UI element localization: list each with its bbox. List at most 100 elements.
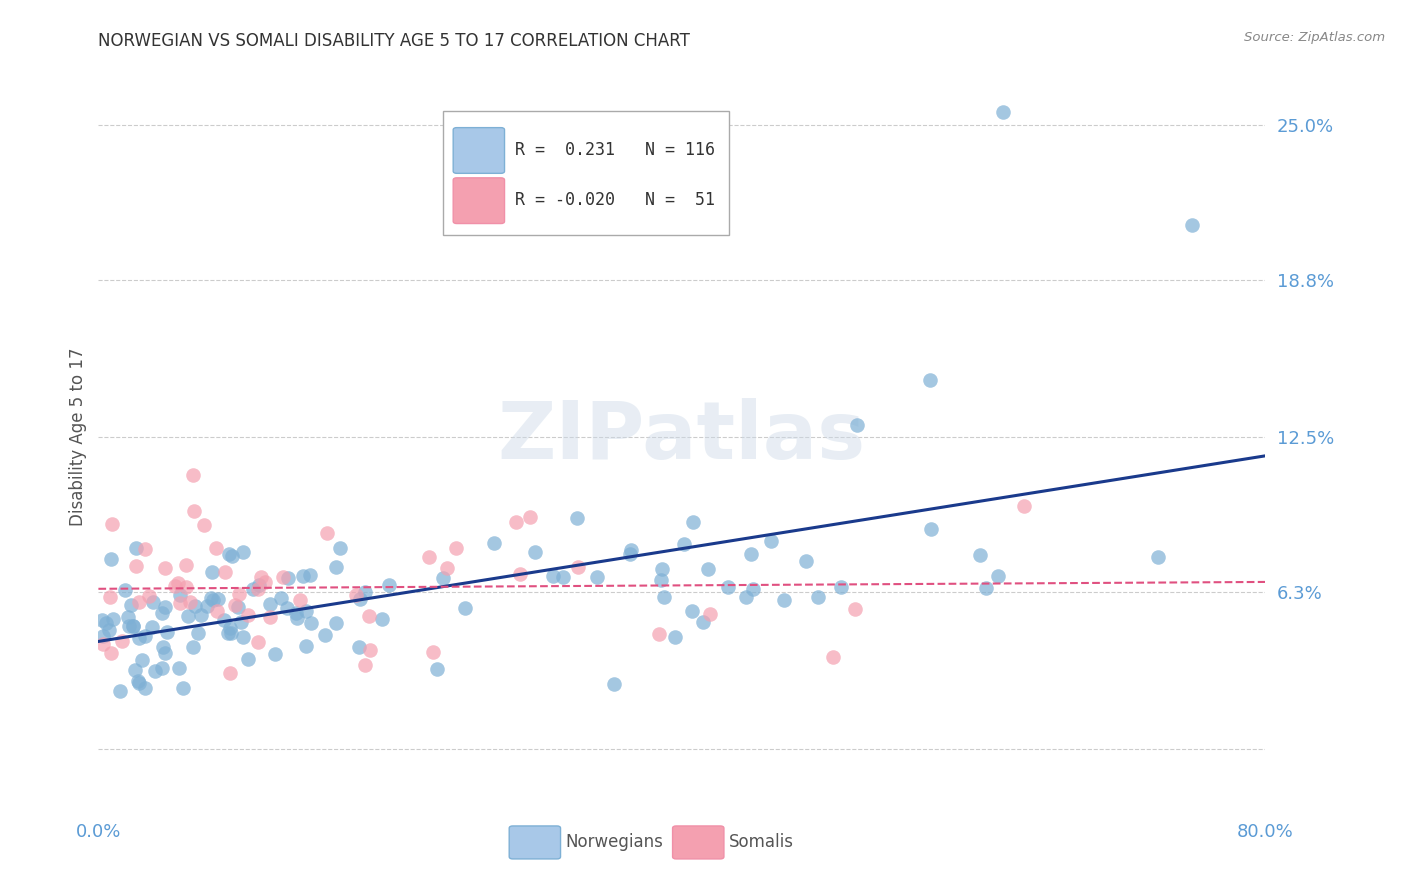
Point	[134, 541, 156, 556]
FancyBboxPatch shape	[672, 826, 724, 859]
Point	[325, 615, 347, 630]
Point	[101, 612, 124, 626]
Point	[232, 630, 254, 644]
Point	[672, 537, 695, 551]
Point	[974, 581, 997, 595]
Point	[153, 646, 176, 660]
Point	[699, 607, 721, 621]
Point	[124, 663, 146, 677]
Point	[354, 658, 377, 673]
Point	[172, 681, 194, 696]
Point	[359, 642, 381, 657]
Point	[357, 609, 380, 624]
Point	[846, 417, 869, 432]
Point	[734, 590, 756, 604]
Point	[201, 566, 224, 580]
Point	[153, 561, 176, 575]
Point	[127, 674, 149, 689]
Point	[844, 602, 866, 616]
Point	[682, 515, 704, 529]
Point	[1012, 499, 1035, 513]
Point	[165, 579, 187, 593]
Point	[167, 660, 190, 674]
Point	[425, 662, 447, 676]
Point	[295, 639, 318, 653]
Point	[246, 582, 269, 597]
FancyBboxPatch shape	[509, 826, 561, 859]
Point	[329, 541, 352, 556]
Point	[259, 597, 281, 611]
Point	[509, 567, 531, 582]
Point	[179, 595, 201, 609]
Point	[97, 623, 120, 637]
Point	[1181, 218, 1204, 232]
Point	[246, 635, 269, 649]
Point	[224, 598, 246, 612]
Point	[128, 594, 150, 608]
Point	[142, 595, 165, 609]
Point	[204, 541, 226, 555]
Point	[270, 591, 292, 606]
Point	[247, 578, 270, 592]
Point	[218, 666, 240, 681]
Point	[553, 570, 575, 584]
Point	[299, 615, 322, 630]
Text: NORWEGIAN VS SOMALI DISABILITY AGE 5 TO 17 CORRELATION CHART: NORWEGIAN VS SOMALI DISABILITY AGE 5 TO …	[98, 32, 690, 50]
Point	[183, 599, 205, 613]
Point	[226, 599, 249, 614]
Text: Source: ZipAtlas.com: Source: ZipAtlas.com	[1244, 31, 1385, 45]
Point	[285, 607, 308, 621]
Point	[436, 561, 458, 575]
Point	[242, 582, 264, 596]
Point	[298, 567, 321, 582]
Point	[523, 545, 546, 559]
Point	[141, 620, 163, 634]
Point	[567, 510, 589, 524]
Point	[181, 640, 204, 655]
Point	[991, 105, 1014, 120]
Point	[150, 661, 173, 675]
Point	[519, 509, 541, 524]
Point	[134, 629, 156, 643]
Point	[920, 522, 942, 536]
Point	[250, 570, 273, 584]
Point	[217, 626, 239, 640]
Point	[114, 582, 136, 597]
Point	[253, 574, 276, 589]
Point	[100, 646, 122, 660]
Point	[91, 614, 114, 628]
Point	[652, 590, 675, 604]
Point	[619, 547, 641, 561]
Point	[987, 568, 1010, 582]
Point	[692, 615, 714, 629]
Point	[446, 541, 468, 555]
Point	[214, 613, 236, 627]
FancyBboxPatch shape	[443, 112, 728, 235]
Point	[454, 601, 477, 615]
Point	[193, 518, 215, 533]
Point	[118, 619, 141, 633]
Point	[231, 615, 253, 629]
Point	[181, 467, 204, 482]
Point	[190, 608, 212, 623]
Point	[207, 591, 229, 606]
Point	[228, 587, 250, 601]
Point	[422, 645, 444, 659]
Point	[128, 631, 150, 645]
Point	[603, 677, 626, 691]
Point	[183, 504, 205, 518]
Point	[759, 533, 782, 548]
Point	[651, 562, 673, 576]
FancyBboxPatch shape	[453, 128, 505, 173]
Point	[354, 585, 377, 599]
Point	[1146, 549, 1168, 564]
Point	[918, 373, 941, 387]
Point	[287, 611, 309, 625]
Point	[271, 570, 294, 584]
Point	[101, 516, 124, 531]
Point	[174, 558, 197, 572]
Point	[236, 608, 259, 623]
Point	[166, 575, 188, 590]
Point	[91, 630, 114, 644]
Point	[371, 612, 394, 626]
